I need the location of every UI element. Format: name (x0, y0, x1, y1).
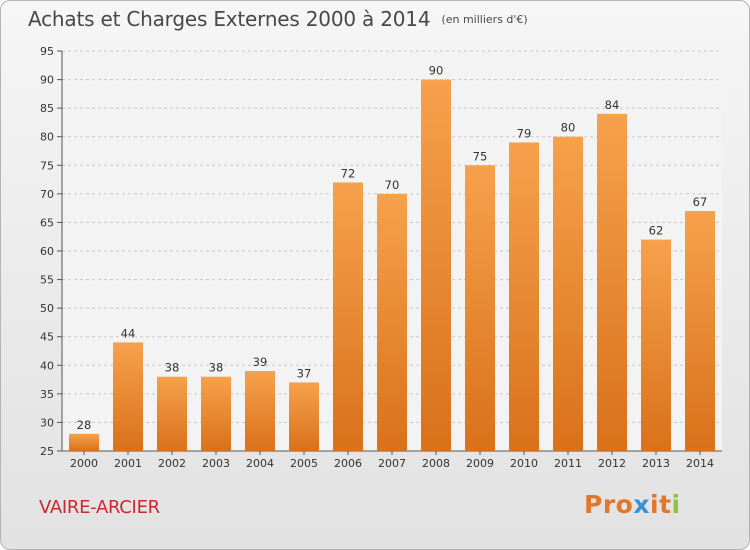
data-label: 38 (165, 361, 180, 375)
bar-2004 (245, 371, 275, 451)
y-tick-label: 85 (40, 102, 54, 115)
data-label: 62 (649, 224, 664, 238)
y-tick-label: 40 (40, 359, 54, 372)
y-tick-label: 25 (40, 445, 54, 458)
y-tick-label: 50 (40, 302, 54, 315)
y-tick-label: 55 (40, 274, 54, 287)
data-label: 70 (385, 178, 400, 192)
x-tick-label: 2011 (554, 457, 582, 470)
data-label: 44 (121, 326, 136, 340)
data-label: 28 (77, 418, 92, 432)
y-tick-label: 90 (40, 74, 54, 87)
bar-2013 (641, 239, 671, 451)
x-tick-label: 2014 (686, 457, 714, 470)
data-label: 84 (605, 98, 620, 112)
data-label: 80 (561, 121, 576, 135)
bar-2006 (333, 182, 363, 451)
x-tick-label: 2007 (378, 457, 406, 470)
bar-2001 (113, 342, 143, 451)
bar-2007 (377, 193, 407, 451)
x-tick-label: 2002 (158, 457, 186, 470)
x-tick-label: 2009 (466, 457, 494, 470)
y-tick-label: 75 (40, 159, 54, 172)
bar-2010 (509, 142, 539, 451)
x-tick-label: 2006 (334, 457, 362, 470)
x-tick-label: 2013 (642, 457, 670, 470)
data-label: 38 (209, 361, 224, 375)
x-tick-label: 2012 (598, 457, 626, 470)
logo-letter: o (615, 490, 634, 519)
y-tick-label: 45 (40, 331, 54, 344)
title-row: Achats et Charges Externes 2000 à 2014 (… (28, 7, 528, 31)
x-tick-label: 2000 (70, 457, 98, 470)
chart-title: Achats et Charges Externes 2000 à 2014 (28, 7, 431, 31)
logo-letter: t (659, 490, 672, 519)
logo-letter: r (602, 490, 616, 519)
data-label: 67 (693, 195, 708, 209)
x-tick-label: 2005 (290, 457, 318, 470)
bar-2012 (597, 113, 627, 451)
y-tick-label: 70 (40, 188, 54, 201)
logo-letter: i (650, 490, 660, 519)
bar-2011 (553, 136, 583, 451)
y-tick-label: 35 (40, 388, 54, 401)
logo-letter: P (584, 490, 603, 519)
y-tick-label: 60 (40, 245, 54, 258)
bar-2003 (201, 376, 231, 451)
data-label: 75 (473, 149, 488, 163)
data-label: 79 (517, 126, 532, 140)
data-label: 39 (253, 355, 268, 369)
logo-letter: i (671, 490, 681, 519)
x-tick-label: 2008 (422, 457, 450, 470)
bar-2014 (685, 211, 715, 451)
y-tick-label: 95 (40, 45, 54, 58)
bar-2008 (421, 79, 451, 452)
bar-2002 (157, 376, 187, 451)
bar-2009 (465, 165, 495, 452)
logo-letter: x (633, 490, 650, 519)
proxiti-logo: Proxiti (584, 490, 681, 519)
data-label: 90 (429, 64, 444, 78)
x-tick-label: 2010 (510, 457, 538, 470)
data-label: 37 (297, 366, 312, 380)
place-name: VAIRE-ARCIER (39, 497, 160, 518)
x-tick-label: 2004 (246, 457, 274, 470)
bar-2000 (69, 433, 99, 451)
bar-2005 (289, 382, 319, 451)
chart-subtitle: (en milliers d'€) (441, 13, 528, 26)
data-label: 72 (341, 166, 356, 180)
y-tick-label: 65 (40, 216, 54, 229)
y-tick-label: 80 (40, 131, 54, 144)
x-tick-label: 2003 (202, 457, 230, 470)
y-tick-label: 30 (40, 416, 54, 429)
x-tick-label: 2001 (114, 457, 142, 470)
